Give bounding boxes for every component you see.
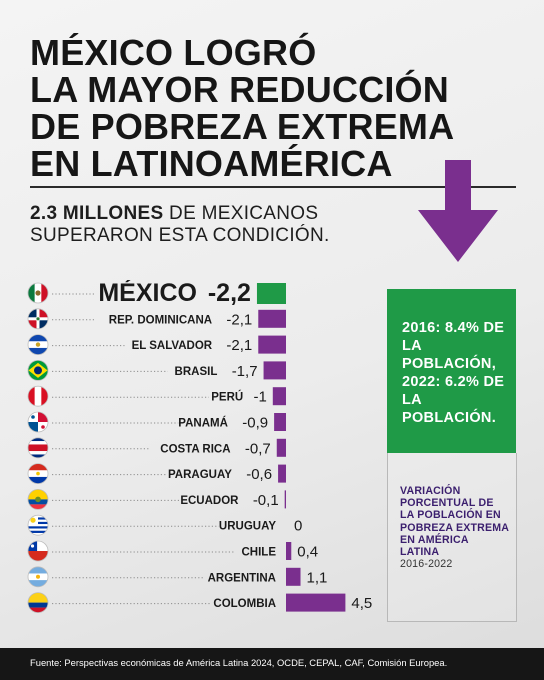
argentina-flag — [27, 566, 49, 588]
value-label: -1,7 — [232, 363, 258, 380]
peru-flag — [27, 385, 49, 407]
category-label: PANAMÁ — [178, 417, 228, 430]
panama-flag — [27, 411, 49, 433]
info-value: 6.2% — [444, 374, 480, 390]
el-salvador-flag — [27, 334, 49, 355]
bar — [286, 542, 292, 560]
category-label: PARAGUAY — [168, 469, 232, 481]
info-text: DE LA POBLACIÓN, — [402, 320, 505, 372]
subheadline-highlight: 2.3 MILLONES — [30, 203, 164, 224]
brazil-flag — [27, 360, 49, 381]
category-label: REP. DOMINICANA — [109, 314, 212, 326]
info-box-note: VARIACIÓN PORCENTUAL DE LA POBLACIÓN EN … — [387, 453, 517, 622]
value-label: -2,1 — [226, 337, 252, 354]
category-label: URUGUAY — [219, 521, 276, 533]
headline-line: LA MAYOR REDUCCIÓN — [30, 69, 449, 110]
headline: MÉXICO LOGRÓ LA MAYOR REDUCCIÓN DE POBRE… — [30, 34, 510, 182]
paraguay-flag — [27, 463, 49, 485]
info-year: 2016: — [402, 320, 441, 336]
value-label: -0,9 — [242, 415, 268, 432]
bar — [258, 335, 286, 354]
bar — [263, 361, 286, 380]
subheadline-text: DE MEXICANOS — [163, 203, 319, 224]
bar — [278, 464, 286, 483]
info-text: DE LA POBLACIÓN. — [402, 374, 505, 426]
info-value: 8.4% — [444, 320, 480, 336]
headline-line: DE POBREZA EXTREMA — [30, 106, 455, 147]
source-text: Fuente: Perspectivas económicas de Améri… — [30, 657, 448, 668]
colombia-flag — [27, 592, 49, 614]
category-label: COSTA RICA — [160, 443, 230, 455]
bar — [258, 309, 286, 328]
subheadline-text: SUPERARON ESTA CONDICIÓN. — [30, 225, 330, 246]
category-label: ECUADOR — [180, 495, 239, 507]
info-year: 2022: — [402, 374, 441, 390]
value-label: 0,4 — [297, 544, 318, 561]
category-label: EL SALVADOR — [132, 340, 213, 352]
value-label: -2,2 — [208, 280, 251, 307]
value-label: -1 — [253, 389, 266, 406]
subheadline: 2.3 MILLONES DE MEXICANOS SUPERARON ESTA… — [30, 203, 410, 247]
category-label: COLOMBIA — [213, 598, 276, 610]
note-years: 2016-2022 — [400, 558, 453, 571]
dominican-republic-flag — [27, 308, 49, 330]
value-label: -0,7 — [245, 440, 271, 457]
category-label: ARGENTINA — [208, 572, 276, 584]
category-label: PERÚ — [211, 391, 243, 404]
category-label: CHILE — [242, 547, 277, 559]
mexico-flag — [27, 282, 49, 304]
bar — [274, 413, 286, 431]
divider — [30, 186, 516, 188]
bar — [286, 593, 346, 612]
value-label: -0,1 — [253, 492, 279, 509]
note-label: VARIACIÓN PORCENTUAL DE LA POBLACIÓN EN … — [400, 485, 509, 559]
bar — [272, 387, 286, 406]
value-label: 0 — [294, 518, 302, 535]
bar — [256, 283, 286, 304]
bar-chart: -2,2 MÉXICO -2,1 REP. DOMINICANA -2,1 EL SALV… — [27, 280, 372, 614]
value-label: -0,6 — [246, 466, 272, 483]
category-label: BRASIL — [175, 366, 218, 378]
footer-bar: Fuente: Perspectivas económicas de Améri… — [0, 648, 544, 680]
headline-line: MÉXICO LOGRÓ — [30, 32, 317, 73]
bar — [284, 490, 286, 509]
uruguay-flag — [27, 514, 49, 536]
headline-line: EN LATINOAMÉRICA — [30, 143, 393, 184]
chile-flag — [27, 540, 49, 562]
costa-rica-flag — [27, 437, 49, 459]
value-label: 1,1 — [307, 569, 328, 586]
ecuador-flag — [27, 488, 49, 510]
value-label: 4,5 — [351, 595, 372, 612]
category-label: MÉXICO — [98, 280, 197, 307]
bar — [276, 438, 286, 457]
value-label: -2,1 — [226, 311, 252, 328]
bar — [286, 567, 301, 586]
info-box-green: 2016: 8.4% DE LA POBLACIÓN, 2022: 6.2% D… — [387, 289, 516, 453]
down-arrow-icon — [418, 160, 498, 262]
